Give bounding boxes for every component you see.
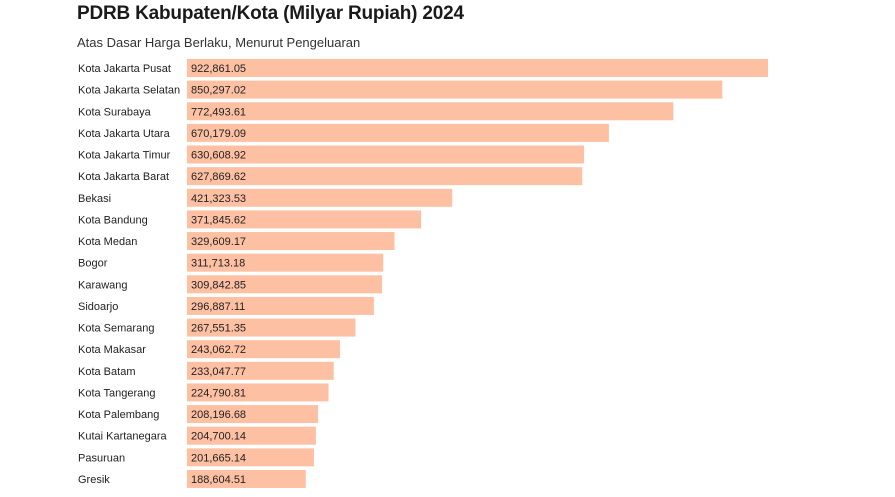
value-label-8: 329,609.17 [191,236,246,248]
value-label-5: 627,869.62 [191,171,246,183]
value-label-15: 224,790.81 [191,387,246,399]
category-label-4: Kota Jakarta Timur [78,150,171,162]
category-label-14: Kota Batam [78,366,135,378]
value-label-17: 204,700.14 [191,431,246,443]
bar-2 [187,102,674,121]
chart-subtitle: Atas Dasar Harga Berlaku, Menurut Pengel… [77,35,361,50]
category-label-12: Kota Semarang [78,323,154,335]
category-label-8: Kota Medan [78,236,137,248]
value-label-14: 233,047.77 [191,366,246,378]
bar-16 [187,405,319,424]
bar-13 [187,340,341,359]
bar-4 [187,145,585,164]
bar-15 [187,383,329,402]
bar-11 [187,296,374,315]
bar-3 [187,123,609,142]
bar-1 [187,80,723,99]
category-label-11: Sidoarjo [78,301,118,313]
value-label-0: 922,861.05 [191,63,246,75]
value-label-16: 208,196.68 [191,409,246,421]
value-label-7: 371,845.62 [191,214,246,226]
bar-10 [187,275,383,294]
value-label-18: 201,665.14 [191,452,246,464]
bar-18 [187,448,314,467]
value-label-4: 630,608.92 [191,150,246,162]
category-label-16: Kota Palembang [78,409,159,421]
category-label-5: Kota Jakarta Barat [78,171,169,183]
category-label-1: Kota Jakarta Selatan [78,85,180,97]
bar-9 [187,253,384,272]
value-label-6: 421,323.53 [191,193,246,205]
value-label-1: 850,297.02 [191,85,246,97]
category-label-7: Kota Bandung [78,214,148,226]
bar-12 [187,318,356,337]
category-label-2: Kota Surabaya [78,106,152,118]
value-label-11: 296,887.11 [191,301,245,313]
bar-0 [187,59,768,77]
category-label-10: Karawang [78,279,128,291]
category-label-15: Kota Tangerang [78,387,155,399]
category-label-18: Pasuruan [78,452,125,464]
value-label-3: 670,179.09 [191,128,246,140]
category-label-19: Gresik [78,474,110,486]
category-label-9: Bogor [78,258,108,270]
bar-14 [187,361,334,380]
category-label-17: Kutai Kartanegara [78,431,168,443]
category-label-13: Kota Makasar [78,344,146,356]
value-label-13: 243,062.72 [191,344,246,356]
chart-title: PDRB Kabupaten/Kota (Milyar Rupiah) 2024 [77,3,464,24]
bar-19 [187,469,306,488]
bar-8 [187,232,395,251]
category-label-6: Bekasi [78,193,111,205]
bar-7 [187,210,422,229]
category-label-3: Kota Jakarta Utara [78,128,171,140]
value-label-12: 267,551.35 [191,323,246,335]
value-label-2: 772,493.61 [191,106,246,118]
value-label-9: 311,713.18 [191,258,245,270]
bar-5 [187,167,583,186]
value-label-10: 309,842.85 [191,279,246,291]
bar-17 [187,426,316,445]
category-label-0: Kota Jakarta Pusat [78,63,171,75]
bar-6 [187,188,453,207]
value-label-19: 188,604.51 [191,474,246,486]
